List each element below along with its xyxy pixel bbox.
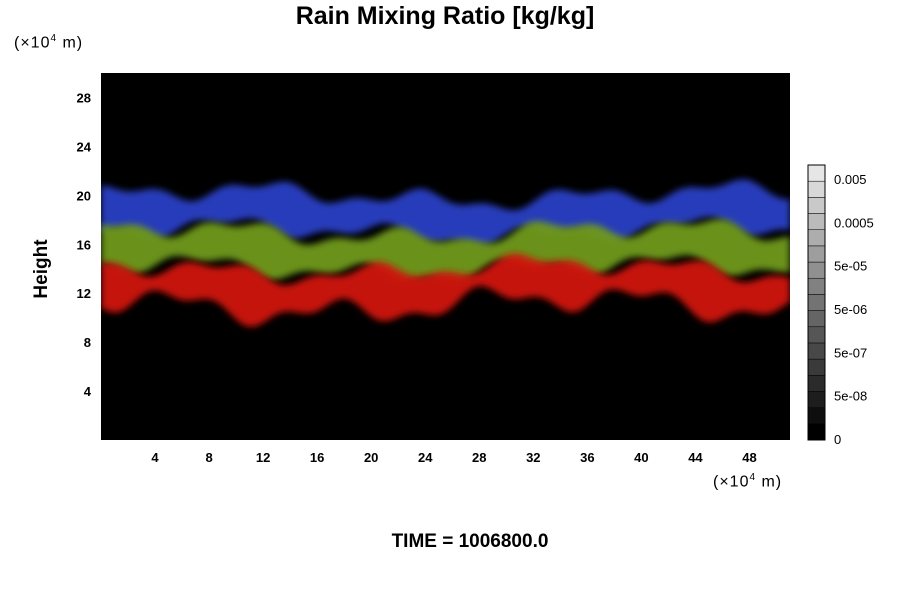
colorbar-frame [807, 164, 826, 441]
x-tick-label: 44 [688, 450, 703, 465]
y-tick-label: 24 [77, 139, 92, 154]
layer-lower [101, 253, 790, 328]
colorbar-level [807, 358, 826, 376]
colorbar-tick-label: 0.005 [834, 172, 867, 187]
x-tick-label: 28 [472, 450, 486, 465]
x-tick-label: 48 [742, 450, 756, 465]
y-tick-label: 4 [84, 384, 92, 399]
colorbar-level [807, 245, 826, 263]
x-tick-label: 4 [151, 450, 159, 465]
y-axis: 4 8 12 16 20 24 28 [77, 90, 92, 399]
x-tick-label: 24 [418, 450, 433, 465]
x-axis: 4 8 12 16 20 24 28 32 36 40 44 48 [151, 450, 756, 465]
colorbar-level [807, 229, 826, 247]
y-tick-label: 8 [84, 335, 91, 350]
colorbar-level [807, 310, 826, 328]
x-tick-label: 8 [205, 450, 212, 465]
chart-title: Rain Mixing Ratio [kg/kg] [295, 2, 595, 30]
x-tick-label: 12 [256, 450, 270, 465]
colorbar-tick-label: 5e-06 [834, 302, 867, 317]
colorbar-level [807, 197, 826, 214]
colorbar: 0.005 0.0005 5e-05 5e-06 5e-07 5e-08 0 [807, 164, 874, 447]
x-tick-label: 32 [526, 450, 540, 465]
colorbar-tick-label: 0 [834, 432, 841, 447]
y-tick-label: 12 [77, 286, 91, 301]
x-tick-label: 36 [580, 450, 594, 465]
colorbar-level [807, 423, 826, 441]
colorbar-level [807, 294, 826, 311]
colorbar-level [807, 261, 826, 279]
colorbar-tick-label: 5e-08 [834, 389, 867, 404]
y-unit-label: (×104 m) [14, 33, 84, 52]
x-tick-label: 40 [634, 450, 648, 465]
y-tick-label: 16 [77, 237, 91, 252]
colorbar-level [807, 213, 826, 230]
x-tick-label: 20 [364, 450, 378, 465]
rain-layers [101, 179, 790, 328]
x-unit-label: (×104 m) [713, 472, 783, 491]
colorbar-level [807, 342, 826, 360]
colorbar-level [807, 277, 826, 295]
colorbar-level [807, 375, 826, 392]
colorbar-level [807, 326, 826, 344]
x-tick-label: 16 [310, 450, 324, 465]
time-label: TIME = 1006800.0 [391, 531, 549, 552]
colorbar-tick-label: 5e-05 [834, 259, 867, 274]
colorbar-level [807, 164, 826, 182]
colorbar-level [807, 180, 826, 198]
layer-upper [101, 179, 790, 247]
colorbar-tick-label: 5e-07 [834, 345, 867, 360]
colorbar-level [807, 391, 826, 408]
layer-middle [101, 218, 790, 282]
y-tick-label: 28 [77, 90, 91, 105]
colorbar-level [807, 407, 826, 425]
colorbar-tick-label: 0.0005 [834, 215, 874, 230]
y-tick-label: 20 [77, 188, 91, 203]
y-axis-label: Height [31, 239, 52, 299]
